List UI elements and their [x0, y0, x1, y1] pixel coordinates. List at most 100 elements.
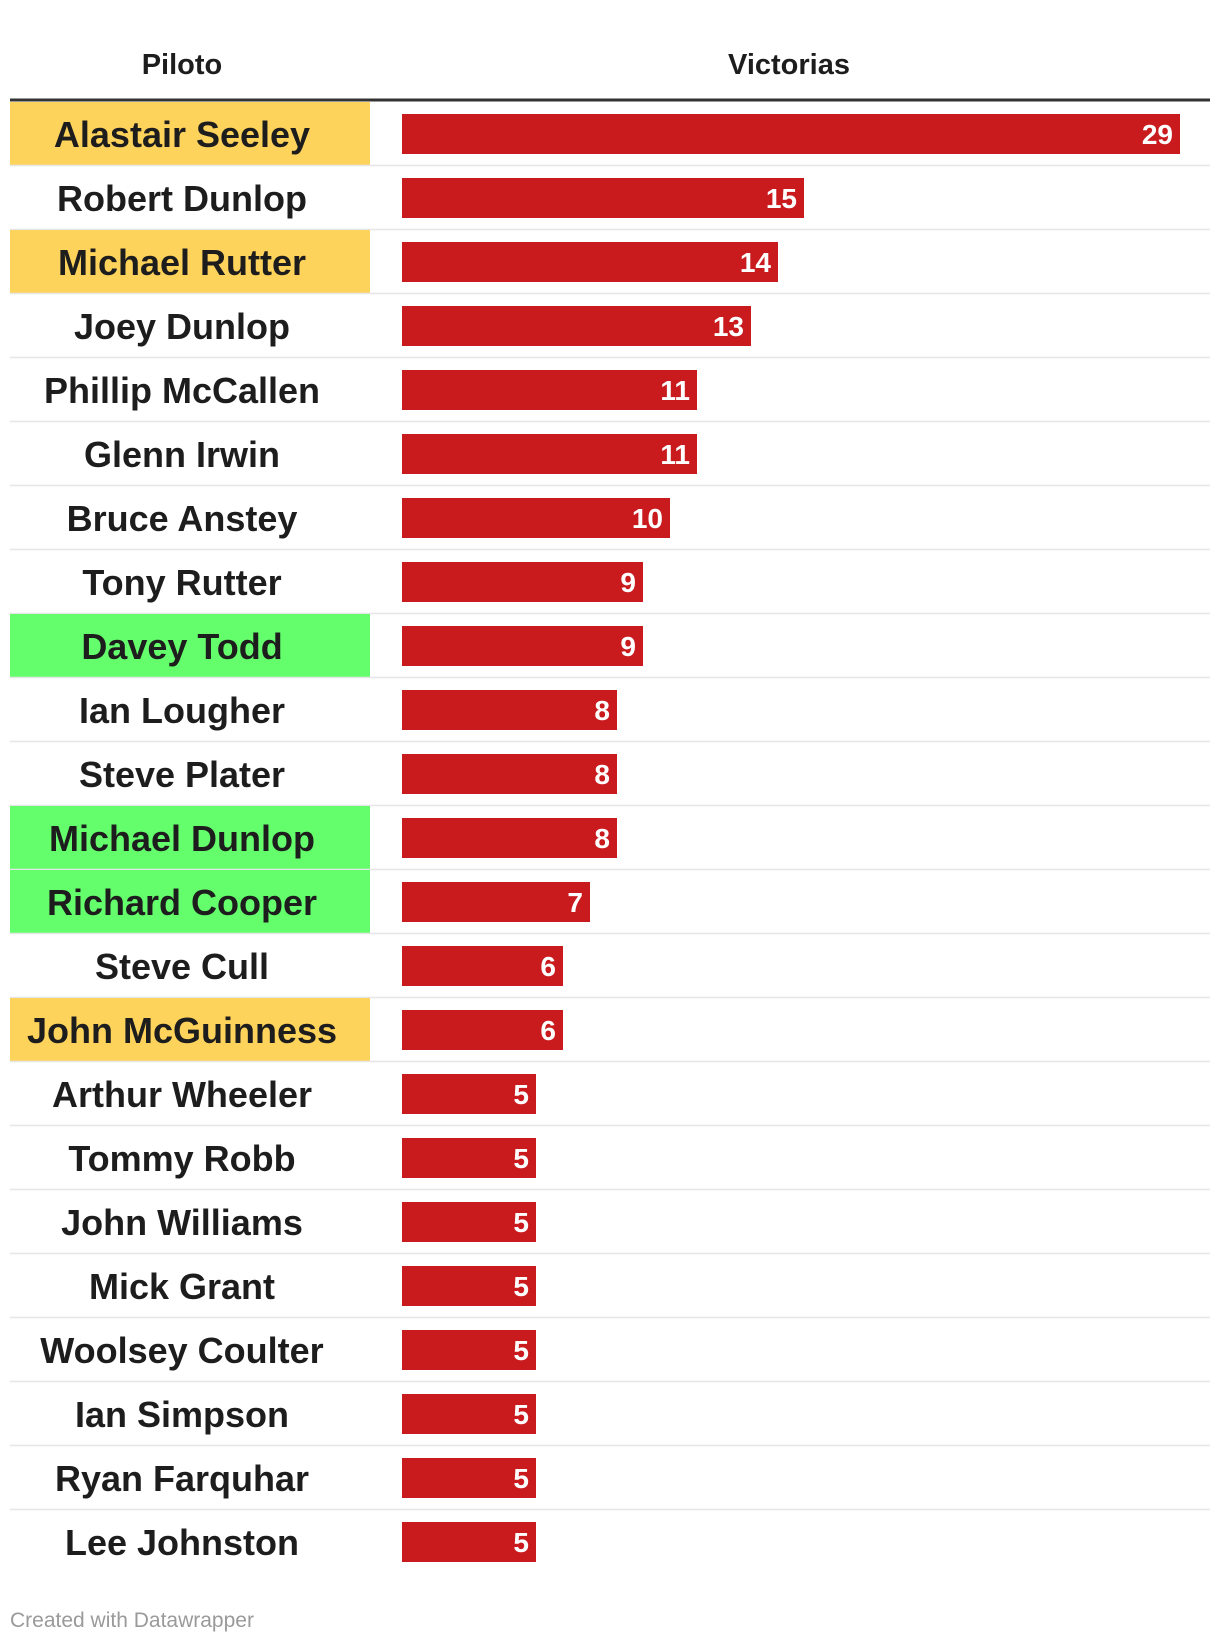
bar — [402, 754, 617, 794]
data-label: 15 — [766, 183, 797, 214]
rider-name: Michael Dunlop — [49, 818, 315, 859]
rider-name: Steve Cull — [95, 946, 269, 987]
name-highlight — [10, 230, 370, 293]
table-row: Ryan Farquhar 5 — [10, 1458, 1210, 1511]
bar — [402, 1074, 536, 1114]
table-row: Michael Rutter 14 — [10, 230, 1210, 295]
rider-name: Ian Lougher — [79, 690, 285, 731]
bar — [402, 946, 563, 986]
name-highlight — [10, 806, 370, 869]
data-label: 5 — [513, 1079, 529, 1110]
rider-name: Tony Rutter — [82, 562, 281, 603]
rider-name: Robert Dunlop — [57, 178, 307, 219]
rider-name: Joey Dunlop — [74, 306, 290, 347]
bar — [402, 1138, 536, 1178]
data-label: 5 — [513, 1207, 529, 1238]
bar — [402, 1458, 536, 1498]
data-label: 13 — [713, 311, 744, 342]
data-label: 14 — [740, 247, 772, 278]
rider-name: Glenn Irwin — [84, 434, 280, 475]
column-header-piloto: Piloto — [142, 49, 223, 81]
chart-rows: Alastair Seeley 29 Robert Dunlop 15 Michael … — [10, 102, 1210, 1563]
table-row: Lee Johnston 5 — [65, 1522, 536, 1563]
data-label: 11 — [660, 439, 690, 470]
table-row: Phillip McCallen 11 — [10, 370, 1210, 423]
data-label: 5 — [513, 1271, 529, 1302]
table-row: Tommy Robb 5 — [10, 1138, 1210, 1191]
data-label: 9 — [620, 631, 636, 662]
bar — [402, 1330, 536, 1370]
table-row: Mick Grant 5 — [10, 1266, 1210, 1319]
bar — [402, 178, 804, 218]
table-row: John McGuinness 6 — [10, 998, 1210, 1063]
column-header-victorias: Victorias — [728, 49, 850, 81]
bar — [402, 306, 751, 346]
bar — [402, 1202, 536, 1242]
rider-name: Richard Cooper — [47, 882, 317, 923]
bar — [402, 114, 1180, 154]
name-highlight — [10, 614, 370, 677]
name-highlight — [10, 870, 370, 933]
data-label: 11 — [660, 375, 690, 406]
rider-name: John Williams — [61, 1202, 303, 1243]
bar — [402, 242, 778, 282]
rider-name: Arthur Wheeler — [52, 1074, 312, 1115]
table-row: Ian Simpson 5 — [10, 1394, 1210, 1447]
table-row: Steve Cull 6 — [10, 946, 1210, 999]
bar — [402, 562, 643, 602]
data-label: 8 — [594, 759, 610, 790]
rider-name: Steve Plater — [79, 754, 285, 795]
data-label: 5 — [513, 1463, 529, 1494]
data-label: 7 — [567, 887, 583, 918]
bar — [402, 818, 617, 858]
data-label: 10 — [632, 503, 663, 534]
bar — [402, 1010, 563, 1050]
rider-name: John McGuinness — [27, 1010, 337, 1051]
rider-name: Alastair Seeley — [54, 114, 310, 155]
table-row: John Williams 5 — [10, 1202, 1210, 1255]
table-row: Richard Cooper 7 — [10, 870, 1210, 935]
rider-name: Ian Simpson — [75, 1394, 289, 1435]
rider-name: Phillip McCallen — [44, 370, 320, 411]
data-label: 9 — [620, 567, 636, 598]
rider-name: Ryan Farquhar — [55, 1458, 309, 1499]
data-label: 5 — [513, 1527, 529, 1558]
data-label: 6 — [540, 951, 556, 982]
data-label: 8 — [594, 695, 610, 726]
table-row: Robert Dunlop 15 — [10, 178, 1210, 231]
name-highlight — [10, 102, 370, 165]
data-label: 5 — [513, 1399, 529, 1430]
table-row: Woolsey Coulter 5 — [10, 1330, 1210, 1383]
rider-name: Bruce Anstey — [67, 498, 298, 539]
table-row: Davey Todd 9 — [10, 614, 1210, 679]
table-row: Tony Rutter 9 — [10, 562, 1210, 615]
bar — [402, 1394, 536, 1434]
table-row: Glenn Irwin 11 — [10, 434, 1210, 487]
table-row: Bruce Anstey 10 — [10, 498, 1210, 551]
data-label: 5 — [513, 1143, 529, 1174]
bar — [402, 498, 670, 538]
table-row: Alastair Seeley 29 — [10, 102, 1210, 167]
table-row: Ian Lougher 8 — [10, 690, 1210, 743]
name-highlight — [10, 998, 370, 1061]
table-row: Joey Dunlop 13 — [10, 306, 1210, 359]
datawrapper-credit: Created with Datawrapper — [10, 1609, 254, 1632]
data-label: 5 — [513, 1335, 529, 1366]
table-row: Steve Plater 8 — [10, 754, 1210, 807]
bar — [402, 1266, 536, 1306]
rider-name: Mick Grant — [89, 1266, 275, 1307]
rider-name: Michael Rutter — [58, 242, 306, 283]
rider-name: Tommy Robb — [68, 1138, 295, 1179]
bar — [402, 370, 697, 410]
rider-name: Woolsey Coulter — [40, 1330, 323, 1371]
table-row: Michael Dunlop 8 — [10, 806, 1210, 871]
rider-name: Davey Todd — [81, 626, 282, 667]
bar — [402, 1522, 536, 1562]
table-row: Arthur Wheeler 5 — [10, 1074, 1210, 1127]
bar — [402, 690, 617, 730]
rider-name: Lee Johnston — [65, 1522, 299, 1563]
data-label: 29 — [1142, 119, 1173, 150]
bar — [402, 882, 590, 922]
data-label: 6 — [540, 1015, 556, 1046]
